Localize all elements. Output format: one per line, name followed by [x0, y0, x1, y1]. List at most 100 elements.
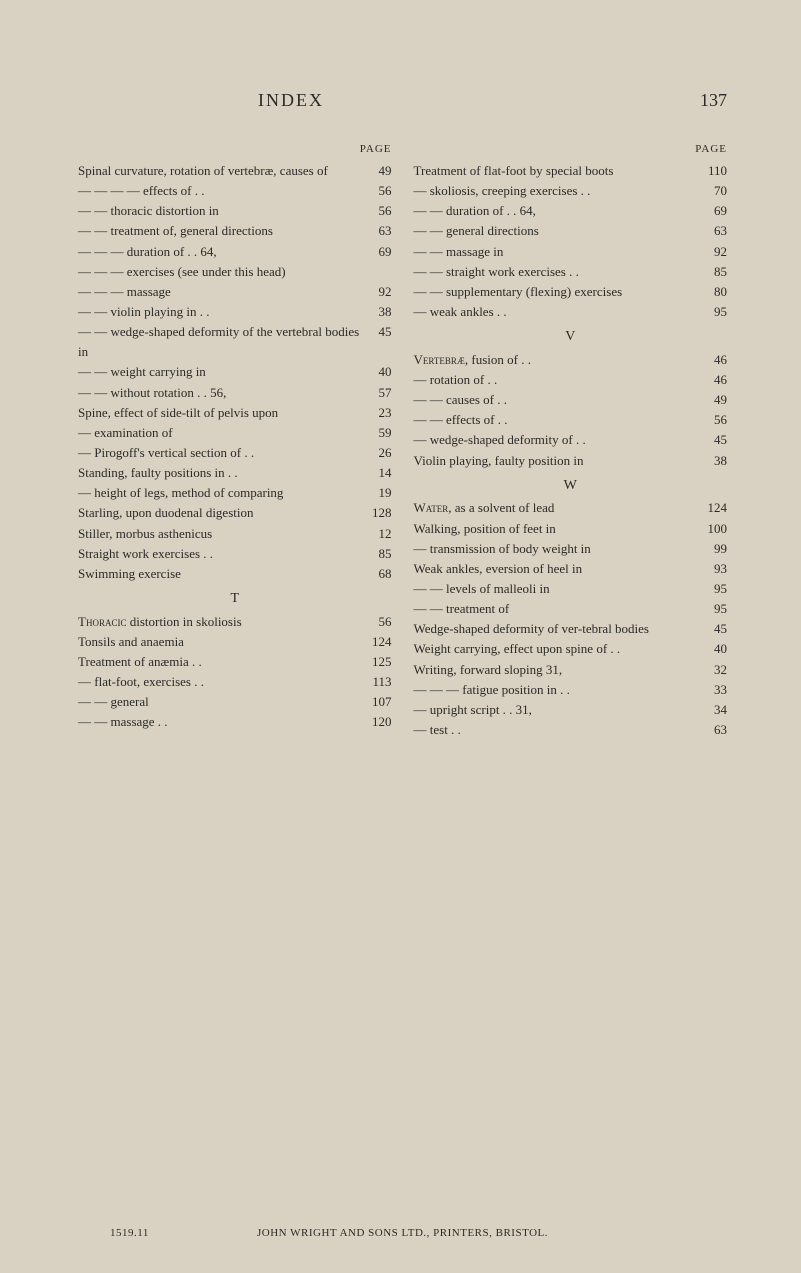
entry-page: 63	[714, 221, 727, 241]
entry-page: 56	[379, 181, 392, 201]
index-entry: Spinal curvature, rotation of vertebræ, …	[78, 161, 392, 181]
index-entry: Standing, faulty positions in . .14	[78, 463, 392, 483]
index-entry: — — — fatigue position in . .33	[414, 680, 728, 700]
entry-text: Wedge-shaped deformity of ver-tebral bod…	[414, 619, 715, 639]
entry-page: 33	[714, 680, 727, 700]
index-entry: Tonsils and anaemia124	[78, 632, 392, 652]
entry-smallcaps: Thoracic	[78, 614, 126, 629]
entry-page: 92	[379, 282, 392, 302]
entry-page: 12	[379, 524, 392, 544]
entry-text: Weight carrying, effect upon spine of . …	[414, 639, 715, 659]
entry-text: — wedge-shaped deformity of . .	[414, 430, 715, 450]
index-entry: Water, as a solvent of lead124	[414, 498, 728, 518]
entry-page: 80	[714, 282, 727, 302]
section-letter-t: T	[78, 588, 392, 610]
index-entry: — weak ankles . .95	[414, 302, 728, 322]
entry-page: 49	[714, 390, 727, 410]
index-entry: Wedge-shaped deformity of ver-tebral bod…	[414, 619, 728, 639]
index-entry: Treatment of flat-foot by special boots1…	[414, 161, 728, 181]
index-entry: Stiller, morbus asthenicus12	[78, 524, 392, 544]
index-entry: — height of legs, method of comparing19	[78, 483, 392, 503]
header-page-number: 137	[700, 90, 727, 111]
entry-text: — — treatment of	[414, 599, 715, 619]
entry-page: 19	[379, 483, 392, 503]
index-entry: Writing, forward sloping 31,32	[414, 660, 728, 680]
entry-text: Tonsils and anaemia	[78, 632, 372, 652]
entry-text: — — massage . .	[78, 712, 372, 732]
index-entry: — — wedge-shaped deformity of the verteb…	[78, 322, 392, 362]
index-entry: — — — exercises (see under this head)	[78, 262, 392, 282]
index-entry: — rotation of . .46	[414, 370, 728, 390]
entry-text: — weak ankles . .	[414, 302, 715, 322]
entry-page: 34	[714, 700, 727, 720]
index-entry: — — duration of . . 64,69	[414, 201, 728, 221]
index-entry: — — weight carrying in40	[78, 362, 392, 382]
entry-page: 45	[714, 430, 727, 450]
entry-text: — flat-foot, exercises . .	[78, 672, 372, 692]
entry-text: Treatment of flat-foot by special boots	[414, 161, 708, 181]
entry-page: 69	[379, 242, 392, 262]
entry-text: Vertebræ, fusion of . .	[414, 350, 715, 370]
entry-page: 59	[379, 423, 392, 443]
entry-page: 63	[379, 221, 392, 241]
entry-smallcaps: Water	[414, 500, 449, 515]
entry-page: 125	[372, 652, 392, 672]
entry-page: 46	[714, 370, 727, 390]
entry-text: Violin playing, faulty position in	[414, 451, 715, 471]
index-entry: — flat-foot, exercises . .113	[78, 672, 392, 692]
entry-text: Starling, upon duodenal digestion	[78, 503, 372, 523]
footer: 1519.11 JOHN WRIGHT AND SONS LTD., PRINT…	[78, 1227, 727, 1239]
entry-page: 56	[714, 410, 727, 430]
entry-text: Straight work exercises . .	[78, 544, 379, 564]
footer-printer: JOHN WRIGHT AND SONS LTD., PRINTERS, BRI…	[257, 1227, 548, 1239]
entry-page: 100	[708, 519, 728, 539]
entry-text: — — causes of . .	[414, 390, 715, 410]
entry-page: 95	[714, 599, 727, 619]
page-label-left: PAGE	[78, 141, 392, 158]
entry-page: 32	[714, 660, 727, 680]
entry-page: 26	[379, 443, 392, 463]
entry-text: Standing, faulty positions in . .	[78, 463, 379, 483]
index-entry: — — — massage92	[78, 282, 392, 302]
entry-page: 85	[379, 544, 392, 564]
header-title: INDEX	[258, 90, 324, 111]
entry-page: 107	[372, 692, 392, 712]
entry-page: 40	[379, 362, 392, 382]
left-column: PAGE Spinal curvature, rotation of verte…	[78, 141, 392, 740]
entry-page: 14	[379, 463, 392, 483]
index-entry: — Pirogoff's vertical section of . .26	[78, 443, 392, 463]
entry-page: 120	[372, 712, 392, 732]
index-entry: — upright script . . 31,34	[414, 700, 728, 720]
index-entry: — transmission of body weight in99	[414, 539, 728, 559]
entry-page: 38	[379, 302, 392, 322]
entry-page: 57	[379, 383, 392, 403]
entry-text: — — supplementary (flexing) exercises	[414, 282, 715, 302]
entry-text: — — without rotation . . 56,	[78, 383, 379, 403]
entry-text: — — treatment of, general directions	[78, 221, 379, 241]
entry-page: 45	[379, 322, 392, 342]
entry-page: 99	[714, 539, 727, 559]
index-entry: — — general107	[78, 692, 392, 712]
entry-text: — upright script . . 31,	[414, 700, 715, 720]
entry-text: Weak ankles, eversion of heel in	[414, 559, 715, 579]
entry-text: — — straight work exercises . .	[414, 262, 715, 282]
index-entry: Swimming exercise68	[78, 564, 392, 584]
index-entry: — — effects of . .56	[414, 410, 728, 430]
entry-page: 110	[708, 161, 727, 181]
entry-text: — Pirogoff's vertical section of . .	[78, 443, 379, 463]
entry-text: — — — fatigue position in . .	[414, 680, 715, 700]
entry-page: 38	[714, 451, 727, 471]
entry-page: 95	[714, 302, 727, 322]
entry-page: 95	[714, 579, 727, 599]
entry-smallcaps: Vertebræ	[414, 352, 465, 367]
entry-page: 68	[379, 564, 392, 584]
entry-text: — — levels of malleoli in	[414, 579, 715, 599]
entry-text: Water, as a solvent of lead	[414, 498, 708, 518]
page-label-right: PAGE	[414, 141, 728, 158]
entry-text: Spinal curvature, rotation of vertebræ, …	[78, 161, 379, 181]
entry-page: 49	[379, 161, 392, 181]
entry-page: 92	[714, 242, 727, 262]
entry-text: Thoracic distortion in skoliosis	[78, 612, 379, 632]
entry-text: — — — massage	[78, 282, 379, 302]
entry-page: 124	[372, 632, 392, 652]
